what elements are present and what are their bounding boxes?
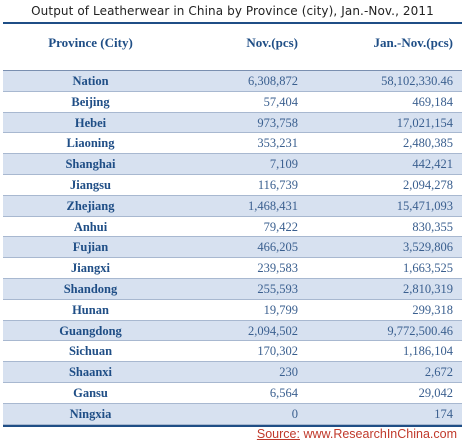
table-row: Liaoning 353,231 2,480,385 [3,133,462,155]
top-rule [3,22,462,24]
cell-jan-nov: 1,186,104 [403,344,453,359]
cell-jan-nov: 299,318 [412,302,453,317]
table-row: Hunan 19,799 299,318 [3,300,462,321]
cell-jan-nov: 2,480,385 [403,136,453,151]
cell-province: Sichuan [68,344,113,359]
cell-nov: 19,799 [263,302,298,317]
cell-province: Beijing [71,94,110,109]
source-site[interactable]: www.ResearchInChina.com [303,427,457,441]
cell-jan-nov: 58,102,330.46 [381,74,453,88]
cell-jan-nov: 1,663,525 [403,261,453,276]
cell-province: Guangdong [59,323,122,338]
cell-nov: 7,109 [269,157,298,172]
cell-jan-nov: 9,772,500.46 [387,323,453,338]
cell-nov: 6,308,872 [248,74,298,88]
header-nov: Nov.(pcs) [246,35,298,50]
cell-jan-nov: 174 [434,406,453,421]
cell-nov: 57,404 [263,94,298,109]
cell-nov: 255,593 [257,281,298,296]
cell-jan-nov: 2,094,278 [403,177,453,192]
cell-province: Jiangsu [70,177,111,192]
table-row: Shanghai 7,109 442,421 [3,154,462,175]
cell-province: Gansu [73,385,108,400]
cell-jan-nov: 29,042 [418,385,453,400]
cell-nov: 6,564 [269,385,298,400]
cell-jan-nov: 2,810,319 [403,281,453,296]
cell-province: Nation [72,74,109,88]
cell-nov: 466,205 [257,240,298,255]
table-row: Guangdong 2,094,502 9,772,500.46 [3,320,462,342]
cell-jan-nov: 17,021,154 [396,115,453,130]
table-row: Jiangxi 239,583 1,663,525 [3,258,462,279]
cell-province: Hunan [72,302,109,317]
cell-province: Shanghai [65,157,116,172]
table-row: Shaanxi 230 2,672 [3,362,462,383]
source-note: Source: www.ResearchInChina.com [257,427,457,441]
table-row: Sichuan 170,302 1,186,104 [3,341,462,363]
cell-jan-nov: 3,529,806 [403,240,453,255]
cell-nov: 353,231 [257,136,298,151]
table-row: Shandong 255,593 2,810,319 [3,278,462,300]
cell-nov: 1,468,431 [248,198,298,213]
table-body: Nation 6,308,872 58,102,330.46 Beijing 57,40… [3,71,462,425]
table-title: Output of Leatherwear in China by Provin… [31,4,434,18]
cell-jan-nov: 469,184 [412,94,453,109]
cell-nov: 0 [291,406,298,421]
header-jan-nov: Jan.-Nov.(pcs) [373,35,453,50]
cell-jan-nov: 830,355 [412,219,453,234]
cell-nov: 973,758 [257,115,298,130]
cell-province: Zhejiang [66,198,115,213]
cell-jan-nov: 15,471,093 [396,198,453,213]
cell-province: Liaoning [66,136,115,151]
cell-jan-nov: 2,672 [424,365,453,380]
bottom-rule [3,425,462,427]
header-province: Province (City) [48,35,133,50]
cell-province: Shandong [63,281,118,296]
cell-province: Ningxia [69,406,112,421]
cell-nov: 170,302 [257,344,298,359]
cell-nov: 2,094,502 [248,323,298,338]
table-row: Gansu 6,564 29,042 [3,383,462,404]
table-header: Province (City) Nov.(pcs) Jan.-Nov.(pcs) [3,24,462,70]
table-row: Ningxia 0 174 [3,403,462,425]
table-row: Zhejiang 1,468,431 15,471,093 [3,195,462,217]
cell-nov: 230 [279,365,298,380]
cell-jan-nov: 442,421 [412,157,453,172]
cell-province: Hebei [74,115,107,130]
source-label: Source: [256,427,300,441]
header-rule [3,70,462,71]
cell-province: Anhui [73,219,108,234]
cell-nov: 116,739 [257,177,298,192]
cell-nov: 79,422 [263,219,298,234]
table-row: Nation 6,308,872 58,102,330.46 [3,71,462,92]
table-row: Jiangsu 116,739 2,094,278 [3,175,462,196]
table-row: Beijing 57,404 469,184 [3,92,462,113]
cell-nov: 239,583 [257,261,298,276]
table-row: Anhui 79,422 830,355 [3,217,462,238]
table-row: Hebei 973,758 17,021,154 [3,112,462,134]
cell-province: Fujian [72,240,109,255]
cell-province: Jiangxi [71,261,110,276]
table-row: Fujian 466,205 3,529,806 [3,237,462,259]
cell-province: Shaanxi [68,365,113,380]
